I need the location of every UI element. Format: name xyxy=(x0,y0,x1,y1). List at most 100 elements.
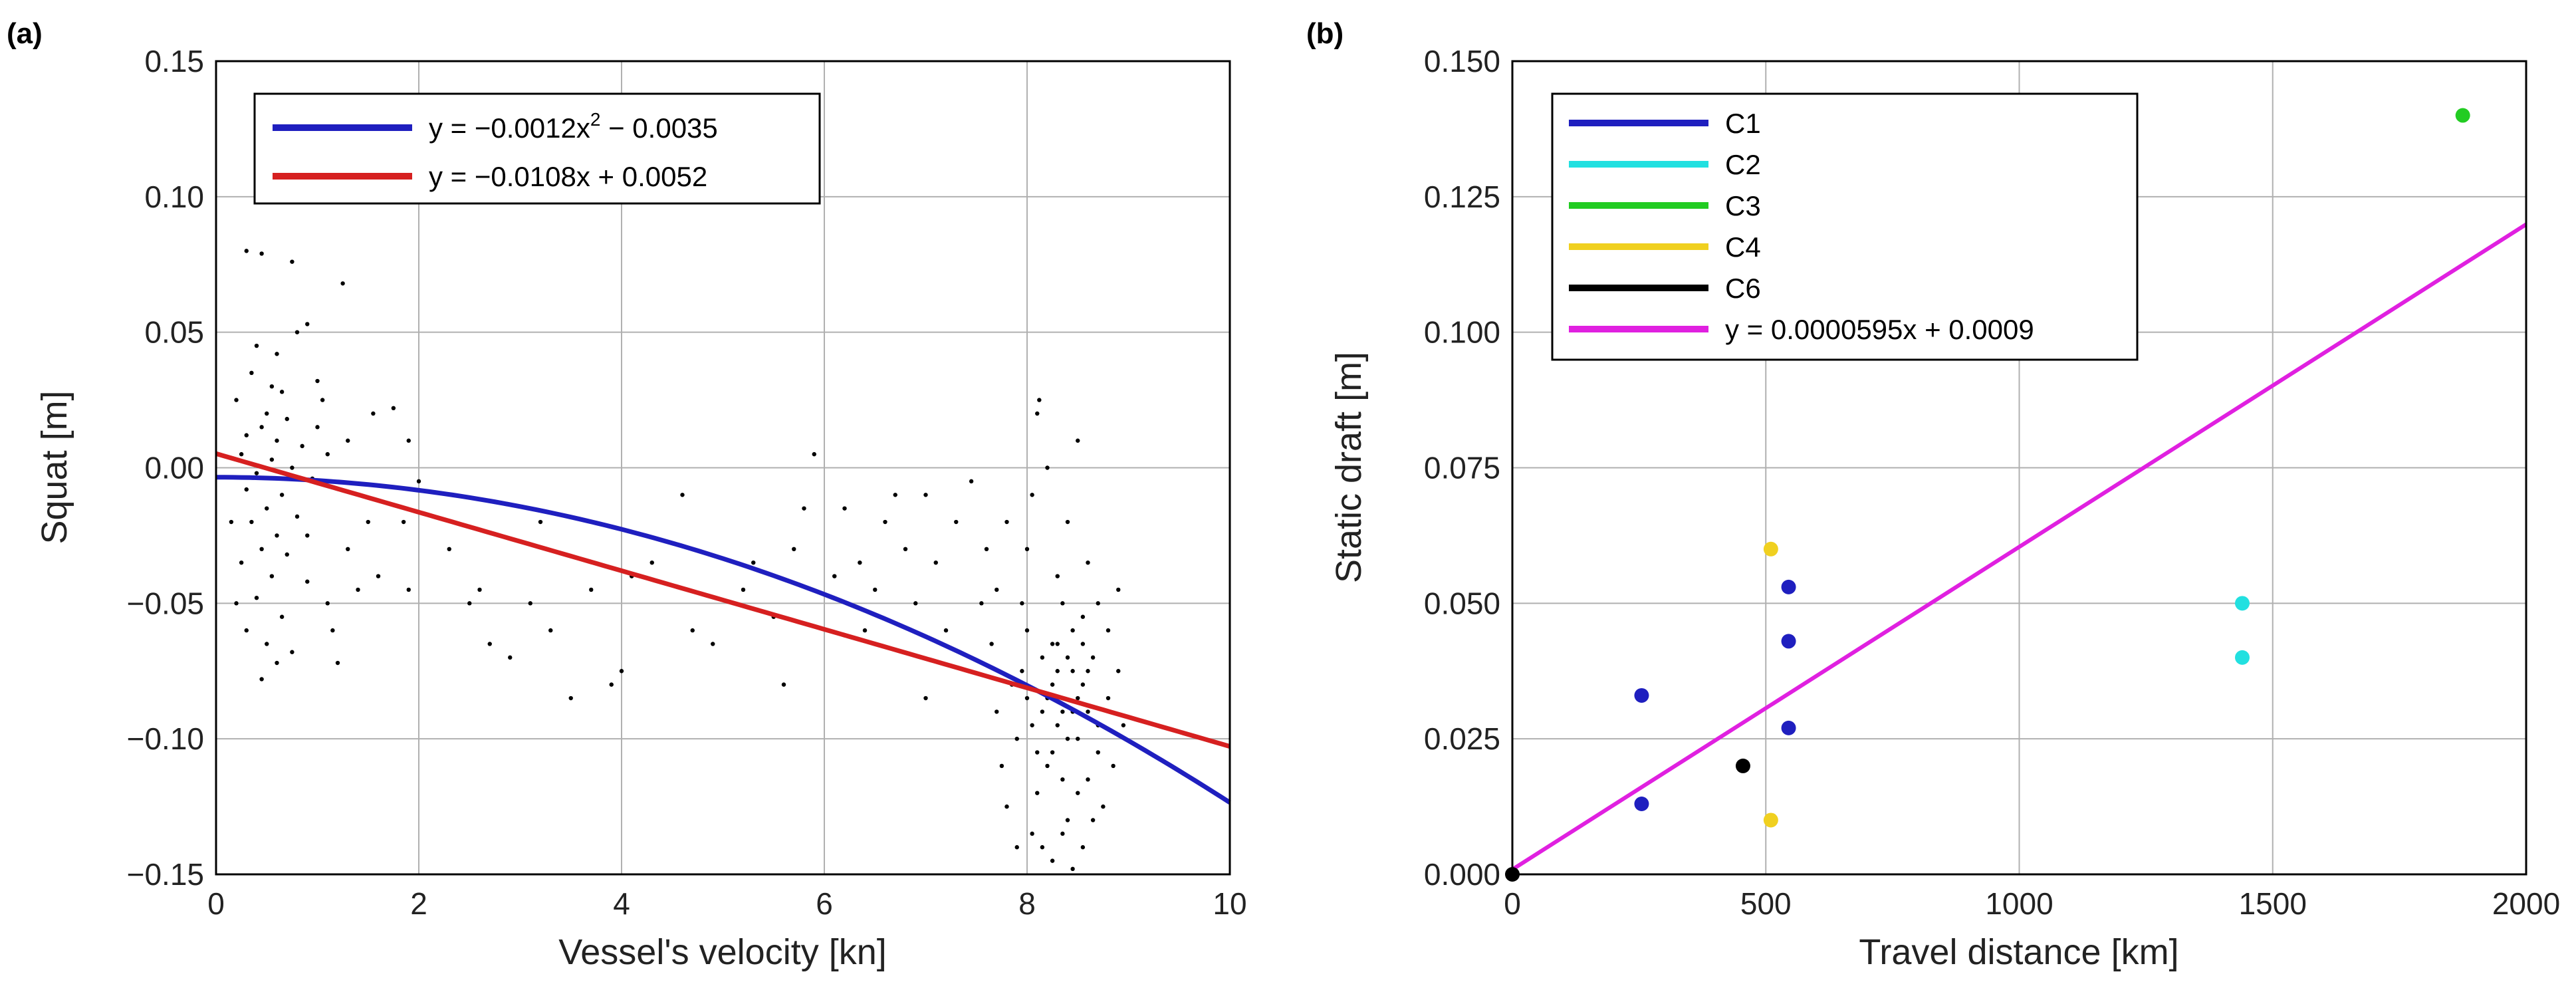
scatter-point-a xyxy=(259,251,264,256)
panel-b-label: (b) xyxy=(1306,17,1344,50)
scatter-point-a xyxy=(1106,695,1111,701)
scatter-point-a xyxy=(943,628,949,633)
scatter-point-a xyxy=(315,425,320,430)
scatter-point-a xyxy=(792,547,796,551)
scatter-point-a xyxy=(229,519,234,525)
scatter-point-a xyxy=(477,587,482,592)
scatter-point-a xyxy=(265,506,269,511)
fit-line-b-linear xyxy=(1511,222,2527,872)
scatter-point-a xyxy=(275,660,279,666)
scatter-point-a xyxy=(781,682,786,687)
scatter-point-a xyxy=(1086,560,1090,565)
scatter-point-a xyxy=(279,614,285,619)
x-tick-label-b: 0 xyxy=(1504,886,1521,921)
y-tick-label-b: 0.100 xyxy=(1424,315,1500,350)
scatter-point-a xyxy=(589,587,594,592)
scatter-point-a xyxy=(858,560,862,565)
scatter-point-a xyxy=(1055,642,1060,646)
y-tick-label-a: 0.00 xyxy=(144,451,204,485)
scatter-point-a xyxy=(969,479,974,484)
fit-line-a-linear xyxy=(215,451,1230,749)
scatter-point-a xyxy=(741,587,746,592)
scatter-point-a xyxy=(832,574,837,578)
scatter-point-a xyxy=(1055,669,1060,674)
scatter-point-a xyxy=(305,579,310,584)
scatter-point-a xyxy=(1070,866,1075,872)
scatter-point-a xyxy=(995,709,999,714)
scatter-point-a xyxy=(376,574,381,578)
scatter-point-b-c6 xyxy=(1735,758,1750,773)
scatter-point-a xyxy=(269,457,275,462)
y-tick-label-a: 0.05 xyxy=(144,315,204,350)
scatter-point-a xyxy=(275,438,279,443)
scatter-point-a xyxy=(649,560,654,565)
legend-a-label-quadratic: y = −0.0012x2 − 0.0035 xyxy=(429,109,718,144)
legend-b-label-c3: C3 xyxy=(1725,190,1761,221)
scatter-point-a xyxy=(275,352,279,356)
scatter-point-a xyxy=(315,378,320,384)
scatter-point-a xyxy=(325,601,330,606)
scatter-point-a xyxy=(548,628,553,633)
panel-a-label: (a) xyxy=(7,17,43,50)
scatter-point-a xyxy=(862,628,868,633)
scatter-point-a xyxy=(1090,818,1096,822)
scatter-point-a xyxy=(1037,398,1042,402)
scatter-point-a xyxy=(1106,628,1111,633)
scatter-point-a xyxy=(1090,655,1096,660)
scatter-point-b-c1 xyxy=(1634,797,1649,812)
x-tick-label-a: 8 xyxy=(1018,886,1036,921)
x-tick-label-a: 0 xyxy=(207,886,225,921)
scatter-point-a xyxy=(279,493,285,497)
scatter-point-a xyxy=(883,519,887,525)
scatter-point-a xyxy=(1080,642,1086,646)
scatter-point-a xyxy=(528,601,532,606)
x-tick-label-b: 2000 xyxy=(2492,886,2560,921)
scatter-point-a xyxy=(802,506,806,511)
scatter-point-a xyxy=(1040,655,1045,660)
scatter-point-a xyxy=(1076,438,1080,443)
legend-a-quadratic-exponent: 2 xyxy=(590,109,601,130)
scatter-point-a xyxy=(1060,709,1065,714)
scatter-point-a xyxy=(1040,709,1045,714)
scatter-point-a xyxy=(680,493,685,497)
scatter-point-a xyxy=(401,519,406,525)
scatter-point-a xyxy=(1121,723,1126,727)
scatter-point-a xyxy=(1065,736,1070,741)
y-tick-label-a: −0.05 xyxy=(127,586,204,620)
scatter-point-a xyxy=(325,451,330,457)
scatter-point-a xyxy=(249,519,254,525)
scatter-point-a xyxy=(979,601,984,606)
scatter-point-a xyxy=(269,574,275,578)
ticks-b: 0 500 1000 1500 2000 0.000 0.025 0.050 0.075 0.10… xyxy=(1424,44,2560,921)
scatter-point-b-c1 xyxy=(1781,579,1796,594)
scatter-point-a xyxy=(1080,682,1086,687)
scatter-point-a xyxy=(999,763,1004,769)
scatter-point-a xyxy=(1060,601,1065,606)
scatter-point-a xyxy=(751,560,756,565)
scatter-point-a xyxy=(290,650,294,654)
scatter-point-a xyxy=(294,514,300,519)
y-axis-title-b: Static draft [m] xyxy=(1329,352,1369,583)
scatter-point-a xyxy=(1014,736,1019,741)
scatter-point-a xyxy=(711,642,715,646)
scatter-point-b-c4 xyxy=(1763,813,1778,828)
scatter-point-a xyxy=(330,628,335,633)
scatter-point-a xyxy=(1055,574,1060,578)
scatter-point-a xyxy=(812,451,816,457)
scatter-point-a xyxy=(234,398,239,402)
scatter-point-a xyxy=(1050,858,1055,863)
scatter-point-a xyxy=(1024,695,1030,701)
x-tick-label-a: 4 xyxy=(613,886,630,921)
scatter-points-a xyxy=(229,249,1126,872)
y-axis-title-a: Squat [m] xyxy=(35,390,74,544)
scatter-point-a xyxy=(984,547,989,551)
scatter-point-a xyxy=(1086,777,1090,782)
scatter-point-a xyxy=(254,471,259,475)
scatter-point-a xyxy=(1086,709,1090,714)
scatter-point-a xyxy=(285,416,289,422)
scatter-point-a xyxy=(1030,831,1034,836)
scatter-point-a xyxy=(1111,763,1115,769)
x-tick-label-b: 500 xyxy=(1740,886,1792,921)
scatter-points-b xyxy=(1505,108,2470,882)
scatter-point-a xyxy=(265,642,269,646)
